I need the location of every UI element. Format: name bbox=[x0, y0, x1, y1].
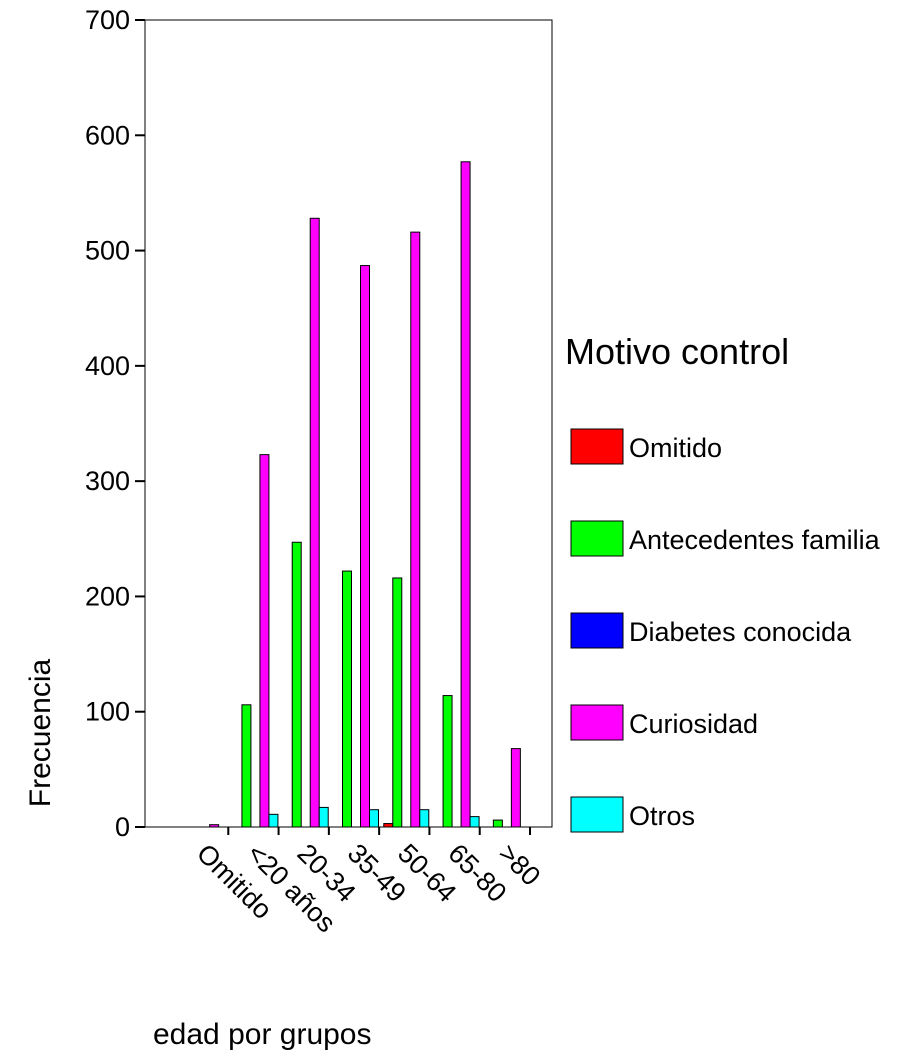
y-tick-label-300: 300 bbox=[85, 466, 130, 496]
bar-otros-20-34 bbox=[318, 806, 329, 828]
bar-antecedentes-familia-65-80 bbox=[442, 695, 453, 828]
legend-swatch-antecedentes-familia bbox=[570, 520, 624, 557]
x-tick-label-5: 65-80 bbox=[442, 838, 512, 908]
x-tick-label-3: 35-49 bbox=[342, 838, 412, 908]
y-tick-label-200: 200 bbox=[85, 581, 130, 611]
bar-curiosidad-omitido bbox=[209, 824, 220, 828]
y-tick-label-700: 700 bbox=[85, 5, 130, 35]
y-tick-label-600: 600 bbox=[85, 120, 130, 150]
bar-antecedentes-familia-20-34 bbox=[291, 541, 302, 828]
legend-label-omitido: Omitido bbox=[629, 433, 722, 463]
legend-label-otros: Otros bbox=[629, 801, 695, 831]
y-axis: 0 100 200 300 400 500 600 700 bbox=[85, 5, 145, 842]
x-tick-label-4: 50-64 bbox=[392, 838, 462, 908]
bar-curiosidad-80 bbox=[510, 748, 521, 828]
legend-swatch-curiosidad bbox=[570, 704, 624, 741]
bars-group bbox=[209, 161, 521, 828]
legend-swatch-omitido bbox=[570, 428, 624, 465]
bar-otros-65-80 bbox=[469, 816, 480, 828]
x-axis-title: edad por grupos bbox=[153, 1018, 372, 1051]
y-tick-label-500: 500 bbox=[85, 236, 130, 266]
bar-curiosidad-35-49 bbox=[360, 265, 370, 828]
bar-otros-35-49 bbox=[369, 809, 379, 828]
bar-antecedentes-familia-20-a-os bbox=[241, 704, 252, 828]
legend-title: Motivo control bbox=[565, 331, 789, 372]
bar-antecedentes-familia-35-49 bbox=[342, 570, 352, 828]
legend-label-diabetes-conocida: Diabetes conocida bbox=[629, 617, 852, 647]
bar-omitido-50-64 bbox=[383, 823, 394, 828]
legend-label-antecedentes-familia: Antecedentes familia bbox=[629, 525, 881, 555]
bar-antecedentes-familia-80 bbox=[492, 819, 503, 828]
bar-otros-20-a-os bbox=[268, 813, 279, 828]
y-tick-label-400: 400 bbox=[85, 351, 130, 381]
y-tick-label-100: 100 bbox=[85, 697, 130, 727]
legend: Omitido Antecedentes familia Diabetes cono… bbox=[570, 428, 881, 833]
y-tick-label-0: 0 bbox=[115, 812, 130, 842]
y-axis-title: Frecuencia bbox=[24, 658, 57, 807]
bar-antecedentes-familia-50-64 bbox=[392, 577, 403, 828]
legend-swatch-otros bbox=[570, 796, 624, 833]
bar-curiosidad-20-34 bbox=[309, 217, 320, 828]
bar-curiosidad-20-a-os bbox=[259, 454, 270, 828]
bar-curiosidad-65-80 bbox=[460, 161, 471, 828]
legend-label-curiosidad: Curiosidad bbox=[629, 709, 758, 739]
legend-swatch-diabetes-conocida bbox=[570, 612, 624, 649]
bar-curiosidad-50-64 bbox=[410, 231, 421, 828]
bar-otros-50-64 bbox=[419, 809, 430, 828]
